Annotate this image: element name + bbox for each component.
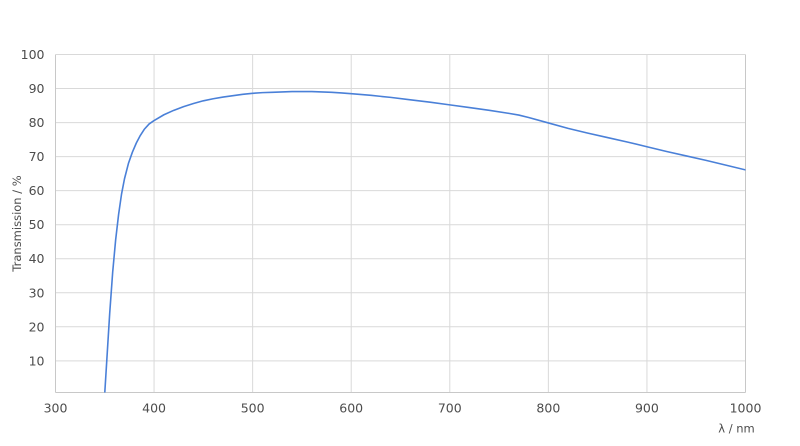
x-tick-label: 900 [635,401,659,416]
y-tick-label: 70 [29,149,45,164]
x-tick-label: 600 [339,401,363,416]
x-tick-label: 300 [44,401,68,416]
y-tick-label: 20 [29,319,45,334]
x-tick-label: 400 [142,401,166,416]
y-tick-label: 80 [29,115,45,130]
x-tick-label: 1000 [730,401,762,416]
y-tick-label: 40 [29,251,45,266]
x-tick-label: 700 [438,401,462,416]
y-axis-title: Transmission / % [10,175,24,272]
data-line-transmission [103,90,746,393]
x-axis-tick-labels: 300 400 500 600 700 800 900 1000 [44,401,762,416]
y-axis-tick-labels: 10 20 30 40 50 60 70 80 90 100 [21,47,45,368]
y-tick-label: 30 [29,285,45,300]
y-tick-label: 60 [29,183,45,198]
y-tick-label: 100 [21,47,45,62]
y-tick-label: 90 [29,81,45,96]
gridlines-vertical [153,54,648,393]
plot-frame [55,54,746,393]
x-tick-label: 500 [241,401,265,416]
x-axis-title: λ / nm [718,422,754,436]
data-series-layer [103,90,746,393]
x-tick-label: 800 [536,401,560,416]
y-tick-label: 50 [29,217,45,232]
y-tick-label: 10 [29,353,45,368]
